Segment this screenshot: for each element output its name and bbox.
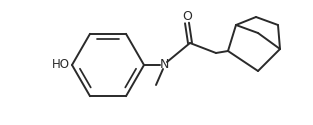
- Text: HO: HO: [52, 58, 70, 71]
- Text: N: N: [159, 58, 169, 71]
- Text: O: O: [182, 10, 192, 22]
